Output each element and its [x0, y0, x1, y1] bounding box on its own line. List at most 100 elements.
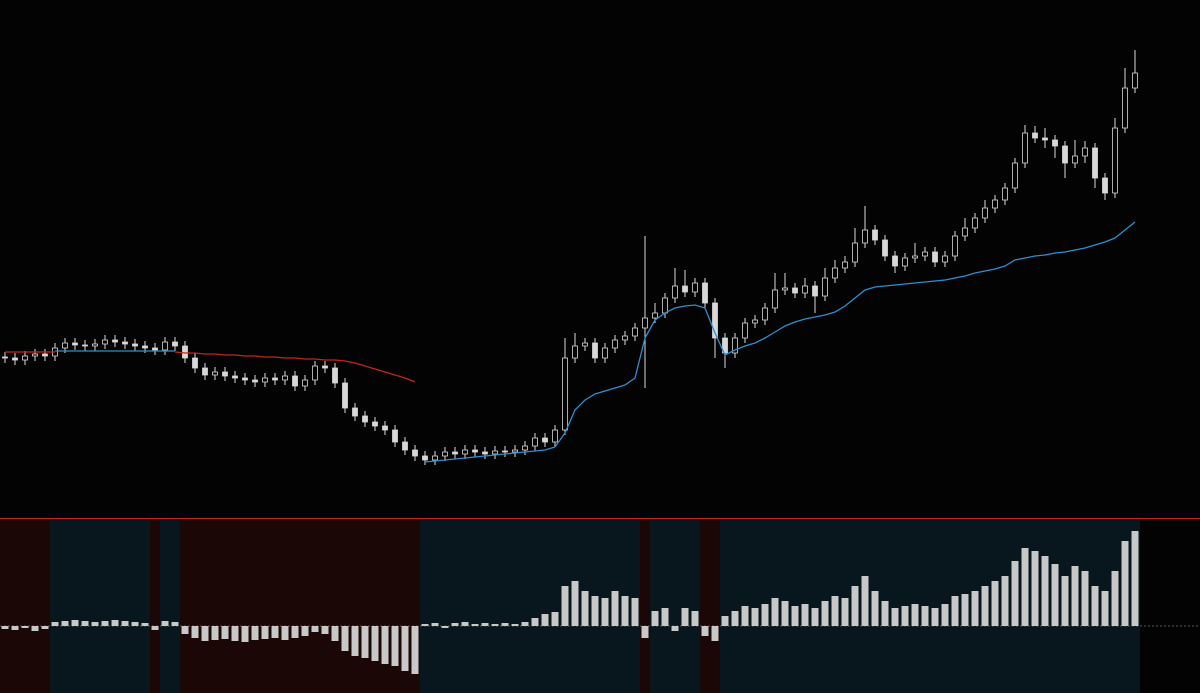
candle-body: [82, 344, 88, 347]
histogram-bar: [521, 622, 529, 626]
regime-band: [640, 518, 650, 693]
histogram-bar: [31, 626, 39, 631]
histogram-bar: [91, 622, 99, 626]
histogram-bar: [991, 581, 999, 626]
histogram-bar: [11, 626, 19, 630]
histogram-bar: [151, 626, 159, 630]
histogram-bar: [191, 626, 199, 638]
candle-body: [382, 425, 388, 431]
histogram-bar: [211, 626, 219, 640]
histogram-bar: [1081, 571, 1089, 626]
histogram-bar: [461, 622, 469, 626]
histogram-bar: [961, 594, 969, 626]
candle-body: [622, 335, 628, 341]
histogram-bar: [791, 606, 799, 626]
histogram-bar: [1091, 586, 1099, 626]
candle-body: [532, 437, 538, 447]
histogram-bar: [451, 623, 459, 626]
histogram-bar: [161, 621, 169, 626]
histogram-bar: [721, 616, 729, 626]
candle-body: [62, 342, 68, 349]
candle-body: [872, 229, 878, 241]
candle-body: [12, 357, 18, 361]
candle-body: [1112, 127, 1118, 194]
histogram-bar: [861, 576, 869, 626]
candle-body: [602, 347, 608, 359]
candle-body: [212, 371, 218, 376]
histogram-bar: [111, 620, 119, 626]
histogram-bar: [311, 626, 319, 632]
histogram-bar: [871, 591, 879, 626]
regime-band: [700, 518, 720, 693]
histogram-bar: [121, 621, 129, 626]
candle-body: [262, 377, 268, 383]
candle-body: [712, 302, 718, 339]
candle-body: [482, 451, 488, 455]
histogram-bar: [651, 611, 659, 626]
histogram-bar: [421, 624, 429, 626]
candle-body: [1052, 139, 1058, 147]
histogram-bar: [391, 626, 399, 666]
histogram-bar: [511, 624, 519, 626]
candle-body: [1062, 145, 1068, 164]
candle-body: [592, 342, 598, 359]
candle-body: [1012, 162, 1018, 189]
candle-body: [912, 255, 918, 259]
regime-band: [50, 518, 150, 693]
candle-body: [362, 415, 368, 423]
histogram-bar: [681, 608, 689, 626]
moving-average-line: [5, 351, 416, 383]
histogram-bar: [1001, 576, 1009, 626]
histogram-bar: [301, 626, 309, 636]
candle-body: [1102, 177, 1108, 194]
candle-body: [732, 337, 738, 354]
candle-body: [522, 445, 528, 451]
candle-body: [252, 379, 258, 383]
candle-body: [302, 379, 308, 387]
candle-body: [292, 375, 298, 387]
histogram-bar: [981, 586, 989, 626]
histogram-bar: [281, 626, 289, 640]
histogram-bar: [351, 626, 359, 656]
candle-body: [222, 371, 228, 377]
candle-body: [552, 429, 558, 443]
histogram-bar: [1131, 531, 1139, 626]
candle-body: [1072, 155, 1078, 164]
candle-body: [882, 239, 888, 257]
regime-band: [0, 518, 50, 693]
candle-body: [352, 407, 358, 417]
moving-average-line: [55, 221, 1136, 463]
histogram-bar: [251, 626, 259, 640]
candle-body: [632, 327, 638, 337]
candle-body: [802, 285, 808, 294]
histogram-bar: [891, 608, 899, 626]
candle-body: [122, 341, 128, 345]
histogram-bar: [371, 626, 379, 661]
candle-body: [472, 449, 478, 453]
candle-body: [972, 217, 978, 229]
histogram-bar: [201, 626, 209, 641]
candle-body: [322, 365, 328, 369]
histogram-bar: [271, 626, 279, 638]
candle-body: [492, 450, 498, 455]
histogram-bar: [641, 626, 649, 638]
candle-body: [982, 207, 988, 219]
candle-body: [742, 322, 748, 339]
histogram-bar: [61, 621, 69, 626]
histogram-bar: [811, 608, 819, 626]
histogram-bar: [1111, 571, 1119, 626]
candle-body: [922, 251, 928, 257]
candle-body: [332, 367, 338, 384]
histogram-bar: [821, 601, 829, 626]
histogram-bar: [51, 622, 59, 626]
candle-body: [692, 282, 698, 293]
histogram-bar: [971, 591, 979, 626]
candle-body: [672, 285, 678, 299]
histogram-bar: [801, 604, 809, 626]
regime-band: [650, 518, 700, 693]
histogram-bar: [611, 591, 619, 626]
candle-body: [422, 455, 428, 461]
histogram-bar: [441, 626, 449, 628]
candle-body: [842, 261, 848, 269]
